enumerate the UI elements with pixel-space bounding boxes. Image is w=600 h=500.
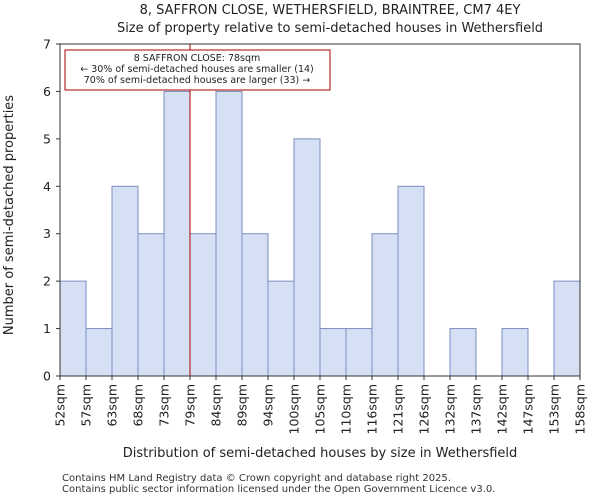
x-tick-label: 137sqm xyxy=(469,384,484,434)
bar-series xyxy=(59,90,581,377)
x-tick-label: 105sqm xyxy=(313,384,328,434)
bar-94sqm xyxy=(267,280,295,377)
y-tick-label: 6 xyxy=(43,84,51,99)
bar-84sqm xyxy=(215,90,243,377)
x-tick-label: 89sqm xyxy=(235,384,250,427)
x-tick-label: 142sqm xyxy=(495,384,510,434)
bar-132sqm xyxy=(449,328,477,377)
x-tick-label: 100sqm xyxy=(287,384,302,434)
bar-100sqm xyxy=(293,138,321,377)
bar-105sqm xyxy=(319,328,347,377)
annotation-frame xyxy=(64,49,331,91)
x-tick-label: 121sqm xyxy=(391,384,406,434)
x-tick-label: 79sqm xyxy=(183,384,198,427)
bar-153sqm xyxy=(553,280,581,377)
bar-63sqm xyxy=(111,185,139,377)
y-tick-label: 3 xyxy=(43,226,51,241)
footer-line-2: Contains public sector information licen… xyxy=(62,484,496,495)
y-axis-ticks: 0 1 2 3 4 5 6 7 xyxy=(43,37,60,384)
bar-110sqm xyxy=(345,328,373,377)
x-tick-label: 63sqm xyxy=(105,384,120,427)
y-tick-label: 7 xyxy=(43,37,51,52)
chart-title: 8, SAFFRON CLOSE, WETHERSFIELD, BRAINTRE… xyxy=(140,3,521,18)
x-tick-label: 84sqm xyxy=(209,384,224,427)
x-tick-label: 110sqm xyxy=(339,384,354,434)
footer-line-1: Contains HM Land Registry data © Crown c… xyxy=(62,473,451,484)
y-tick-label: 5 xyxy=(43,131,51,146)
x-tick-label: 147sqm xyxy=(521,384,536,434)
y-tick-label: 2 xyxy=(43,274,51,289)
x-tick-label: 52sqm xyxy=(53,384,68,427)
bar-68sqm xyxy=(137,233,165,377)
x-tick-label: 94sqm xyxy=(261,384,276,427)
bar-121sqm xyxy=(397,185,425,377)
y-axis-label: Number of semi-detached properties xyxy=(2,95,17,335)
x-tick-label: 158sqm xyxy=(573,384,588,434)
bar-52sqm xyxy=(59,280,87,377)
annotation-line-3: 70% of semi-detached houses are larger (… xyxy=(84,75,311,86)
annotation-box: 8 SAFFRON CLOSE: 78sqm ← 30% of semi-det… xyxy=(64,49,331,91)
x-tick-label: 132sqm xyxy=(443,384,458,434)
annotation-line-2: ← 30% of semi-detached houses are smalle… xyxy=(80,64,314,75)
x-tick-label: 153sqm xyxy=(547,384,562,434)
x-tick-label: 68sqm xyxy=(131,384,146,427)
bar-73sqm xyxy=(163,90,191,377)
bar-142sqm xyxy=(501,328,529,377)
y-tick-label: 0 xyxy=(43,369,51,384)
chart-subtitle: Size of property relative to semi-detach… xyxy=(117,21,543,36)
bar-89sqm xyxy=(241,233,269,377)
x-tick-label: 116sqm xyxy=(365,384,380,434)
plot-frame xyxy=(59,43,581,377)
x-tick-label: 57sqm xyxy=(79,384,94,427)
bar-116sqm xyxy=(371,233,399,377)
y-tick-label: 4 xyxy=(43,179,51,194)
x-tick-label: 126sqm xyxy=(417,384,432,434)
bar-79sqm xyxy=(189,233,217,377)
x-axis-label: Distribution of semi-detached houses by … xyxy=(123,446,518,461)
x-axis-ticks: 52sqm 57sqm 63sqm 68sqm 73sqm 79sqm 84sqm 89sqm… xyxy=(53,376,588,434)
y-tick-label: 1 xyxy=(43,321,51,336)
annotation-line-1: 8 SAFFRON CLOSE: 78sqm xyxy=(134,53,261,64)
x-tick-label: 73sqm xyxy=(157,384,172,427)
bar-57sqm xyxy=(85,328,113,377)
